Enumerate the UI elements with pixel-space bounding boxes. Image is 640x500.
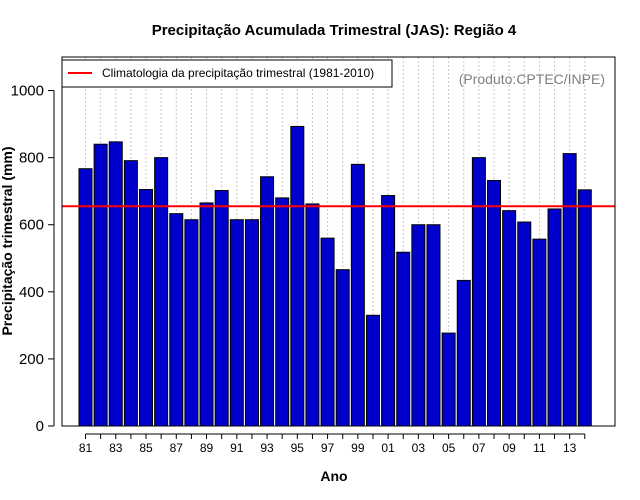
bar-83	[108, 141, 123, 427]
x-tick-label: 91	[230, 441, 244, 455]
bar-95	[290, 125, 305, 427]
bar-87	[169, 213, 184, 427]
bar-04	[426, 224, 441, 427]
x-tick-label: 87	[170, 441, 184, 455]
bar-13	[562, 153, 577, 427]
x-tick-label: 81	[79, 441, 93, 455]
plot-frame	[61, 56, 616, 427]
x-tick-label: 09	[502, 441, 516, 455]
bar-86	[154, 157, 169, 427]
bar-00	[365, 314, 380, 427]
source-note: (Produto:CPTEC/INPE)	[459, 71, 605, 87]
legend: Climatologia da precipitação trimestral …	[61, 59, 393, 88]
bar-97	[320, 237, 335, 427]
bar-09	[502, 210, 517, 427]
bar-82	[93, 143, 108, 427]
bar-90	[214, 190, 229, 427]
bar-81	[78, 168, 93, 427]
legend-label: Climatologia da precipitação trimestral …	[102, 66, 374, 80]
bar-03	[411, 224, 426, 427]
x-axis-label: Ano	[320, 468, 347, 484]
bar-12	[547, 208, 562, 427]
bar-96	[305, 203, 320, 427]
x-tick-label: 13	[563, 441, 577, 455]
bar-11	[532, 238, 547, 427]
bar-92	[244, 219, 259, 427]
y-tick-label: 1000	[11, 83, 44, 100]
bar-99	[350, 163, 365, 427]
bar-88	[184, 219, 199, 427]
y-tick-label: 0	[36, 418, 44, 435]
x-tick-label: 03	[412, 441, 426, 455]
legend-box	[61, 59, 393, 88]
x-tick-label: 89	[200, 441, 214, 455]
x-axis: 81 83 85 87 89 91 93 95 97 99 01 03 05 07 09 11 13	[79, 433, 586, 455]
y-tick-label: 600	[19, 217, 44, 234]
bar-84	[123, 160, 138, 427]
x-tick-label: 01	[381, 441, 395, 455]
bar-08	[487, 179, 502, 427]
bar-91	[229, 219, 244, 427]
bar-05	[441, 332, 456, 427]
bar-94	[275, 197, 290, 427]
y-tick-label: 200	[19, 351, 44, 368]
x-tick-label: 85	[139, 441, 153, 455]
bar-85	[139, 189, 154, 427]
bar-93	[260, 176, 275, 427]
bar-02	[396, 251, 411, 427]
bar-07	[471, 157, 486, 427]
y-axis: 0 200 400 600 800 1000	[11, 83, 55, 435]
y-axis-label: Precipitação trimestral (mm)	[0, 146, 15, 335]
x-tick-label: 97	[321, 441, 335, 455]
bar-06	[456, 279, 471, 427]
y-tick-label: 400	[19, 284, 44, 301]
y-tick-label: 800	[19, 150, 44, 167]
chart-title: Precipitação Acumulada Trimestral (JAS):…	[152, 22, 517, 39]
bar-10	[517, 221, 532, 427]
x-tick-label: 11	[533, 441, 546, 455]
x-tick-label: 07	[472, 441, 486, 455]
x-tick-label: 05	[442, 441, 456, 455]
x-tick-label: 95	[291, 441, 305, 455]
x-tick-label: 99	[351, 441, 365, 455]
bars	[78, 125, 592, 427]
bar-01	[381, 195, 396, 427]
bar-14	[577, 189, 592, 427]
bar-89	[199, 202, 214, 427]
x-tick-label: 93	[260, 441, 274, 455]
x-tick-label: 83	[109, 441, 123, 455]
bar-98	[335, 269, 350, 427]
